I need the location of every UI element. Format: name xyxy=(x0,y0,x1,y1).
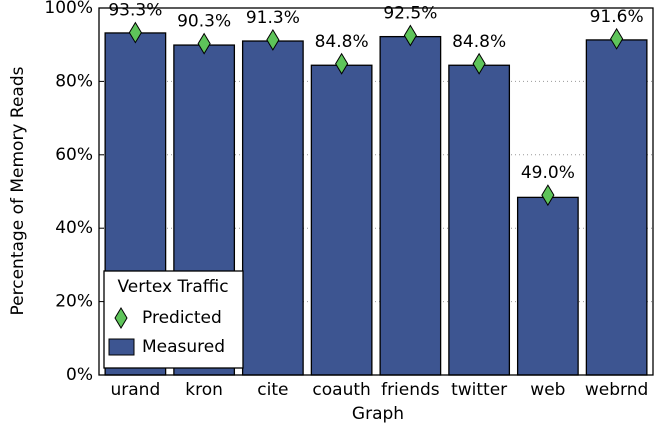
value-label: 91.3% xyxy=(246,8,300,28)
predicted-marker xyxy=(403,24,417,47)
y-axis-label: Percentage of Memory Reads xyxy=(8,66,28,315)
legend-swatch xyxy=(108,338,135,356)
x-tick-label: webrnd xyxy=(585,380,648,400)
legend: Vertex Traffic Predicted Measured xyxy=(103,270,244,369)
plot-frame xyxy=(98,7,654,376)
legend-label: Predicted xyxy=(142,308,222,328)
value-label: 90.3% xyxy=(177,12,231,32)
x-tick-label: cite xyxy=(257,380,288,400)
y-tick-label: 60% xyxy=(55,145,93,165)
value-label: 84.8% xyxy=(452,32,506,52)
legend-label: Measured xyxy=(142,337,225,357)
value-label: 93.3% xyxy=(108,1,162,21)
legend-swatch xyxy=(114,307,128,329)
value-label: 84.8% xyxy=(315,32,369,52)
bar xyxy=(241,40,304,376)
bar xyxy=(310,64,373,376)
predicted-marker xyxy=(541,184,555,207)
bar xyxy=(516,196,579,376)
predicted-marker xyxy=(610,27,624,50)
value-label: 92.5% xyxy=(383,4,437,24)
legend-title: Vertex Traffic xyxy=(117,277,228,297)
x-tick-label: kron xyxy=(185,380,223,400)
y-tick-label: 0% xyxy=(66,365,93,385)
value-label: 91.6% xyxy=(590,7,644,27)
x-tick-label: coauth xyxy=(312,380,370,400)
x-axis-label: Graph xyxy=(352,404,404,424)
predicted-marker xyxy=(128,21,142,44)
x-tick-label: urand xyxy=(111,380,161,400)
bar xyxy=(448,64,511,376)
y-tick-label: 80% xyxy=(55,71,93,91)
bar xyxy=(585,39,648,376)
predicted-marker xyxy=(266,28,280,51)
x-tick-label: twitter xyxy=(451,380,507,400)
y-tick-label: 40% xyxy=(55,218,93,238)
predicted-marker xyxy=(335,52,349,75)
bar xyxy=(379,35,442,376)
predicted-marker xyxy=(197,32,211,55)
x-tick-label: friends xyxy=(381,380,440,400)
y-tick-label: 100% xyxy=(44,0,93,18)
value-label: 49.0% xyxy=(521,163,575,183)
x-tick-label: web xyxy=(530,380,565,400)
predicted-marker xyxy=(472,52,486,75)
y-tick-label: 20% xyxy=(55,292,93,312)
